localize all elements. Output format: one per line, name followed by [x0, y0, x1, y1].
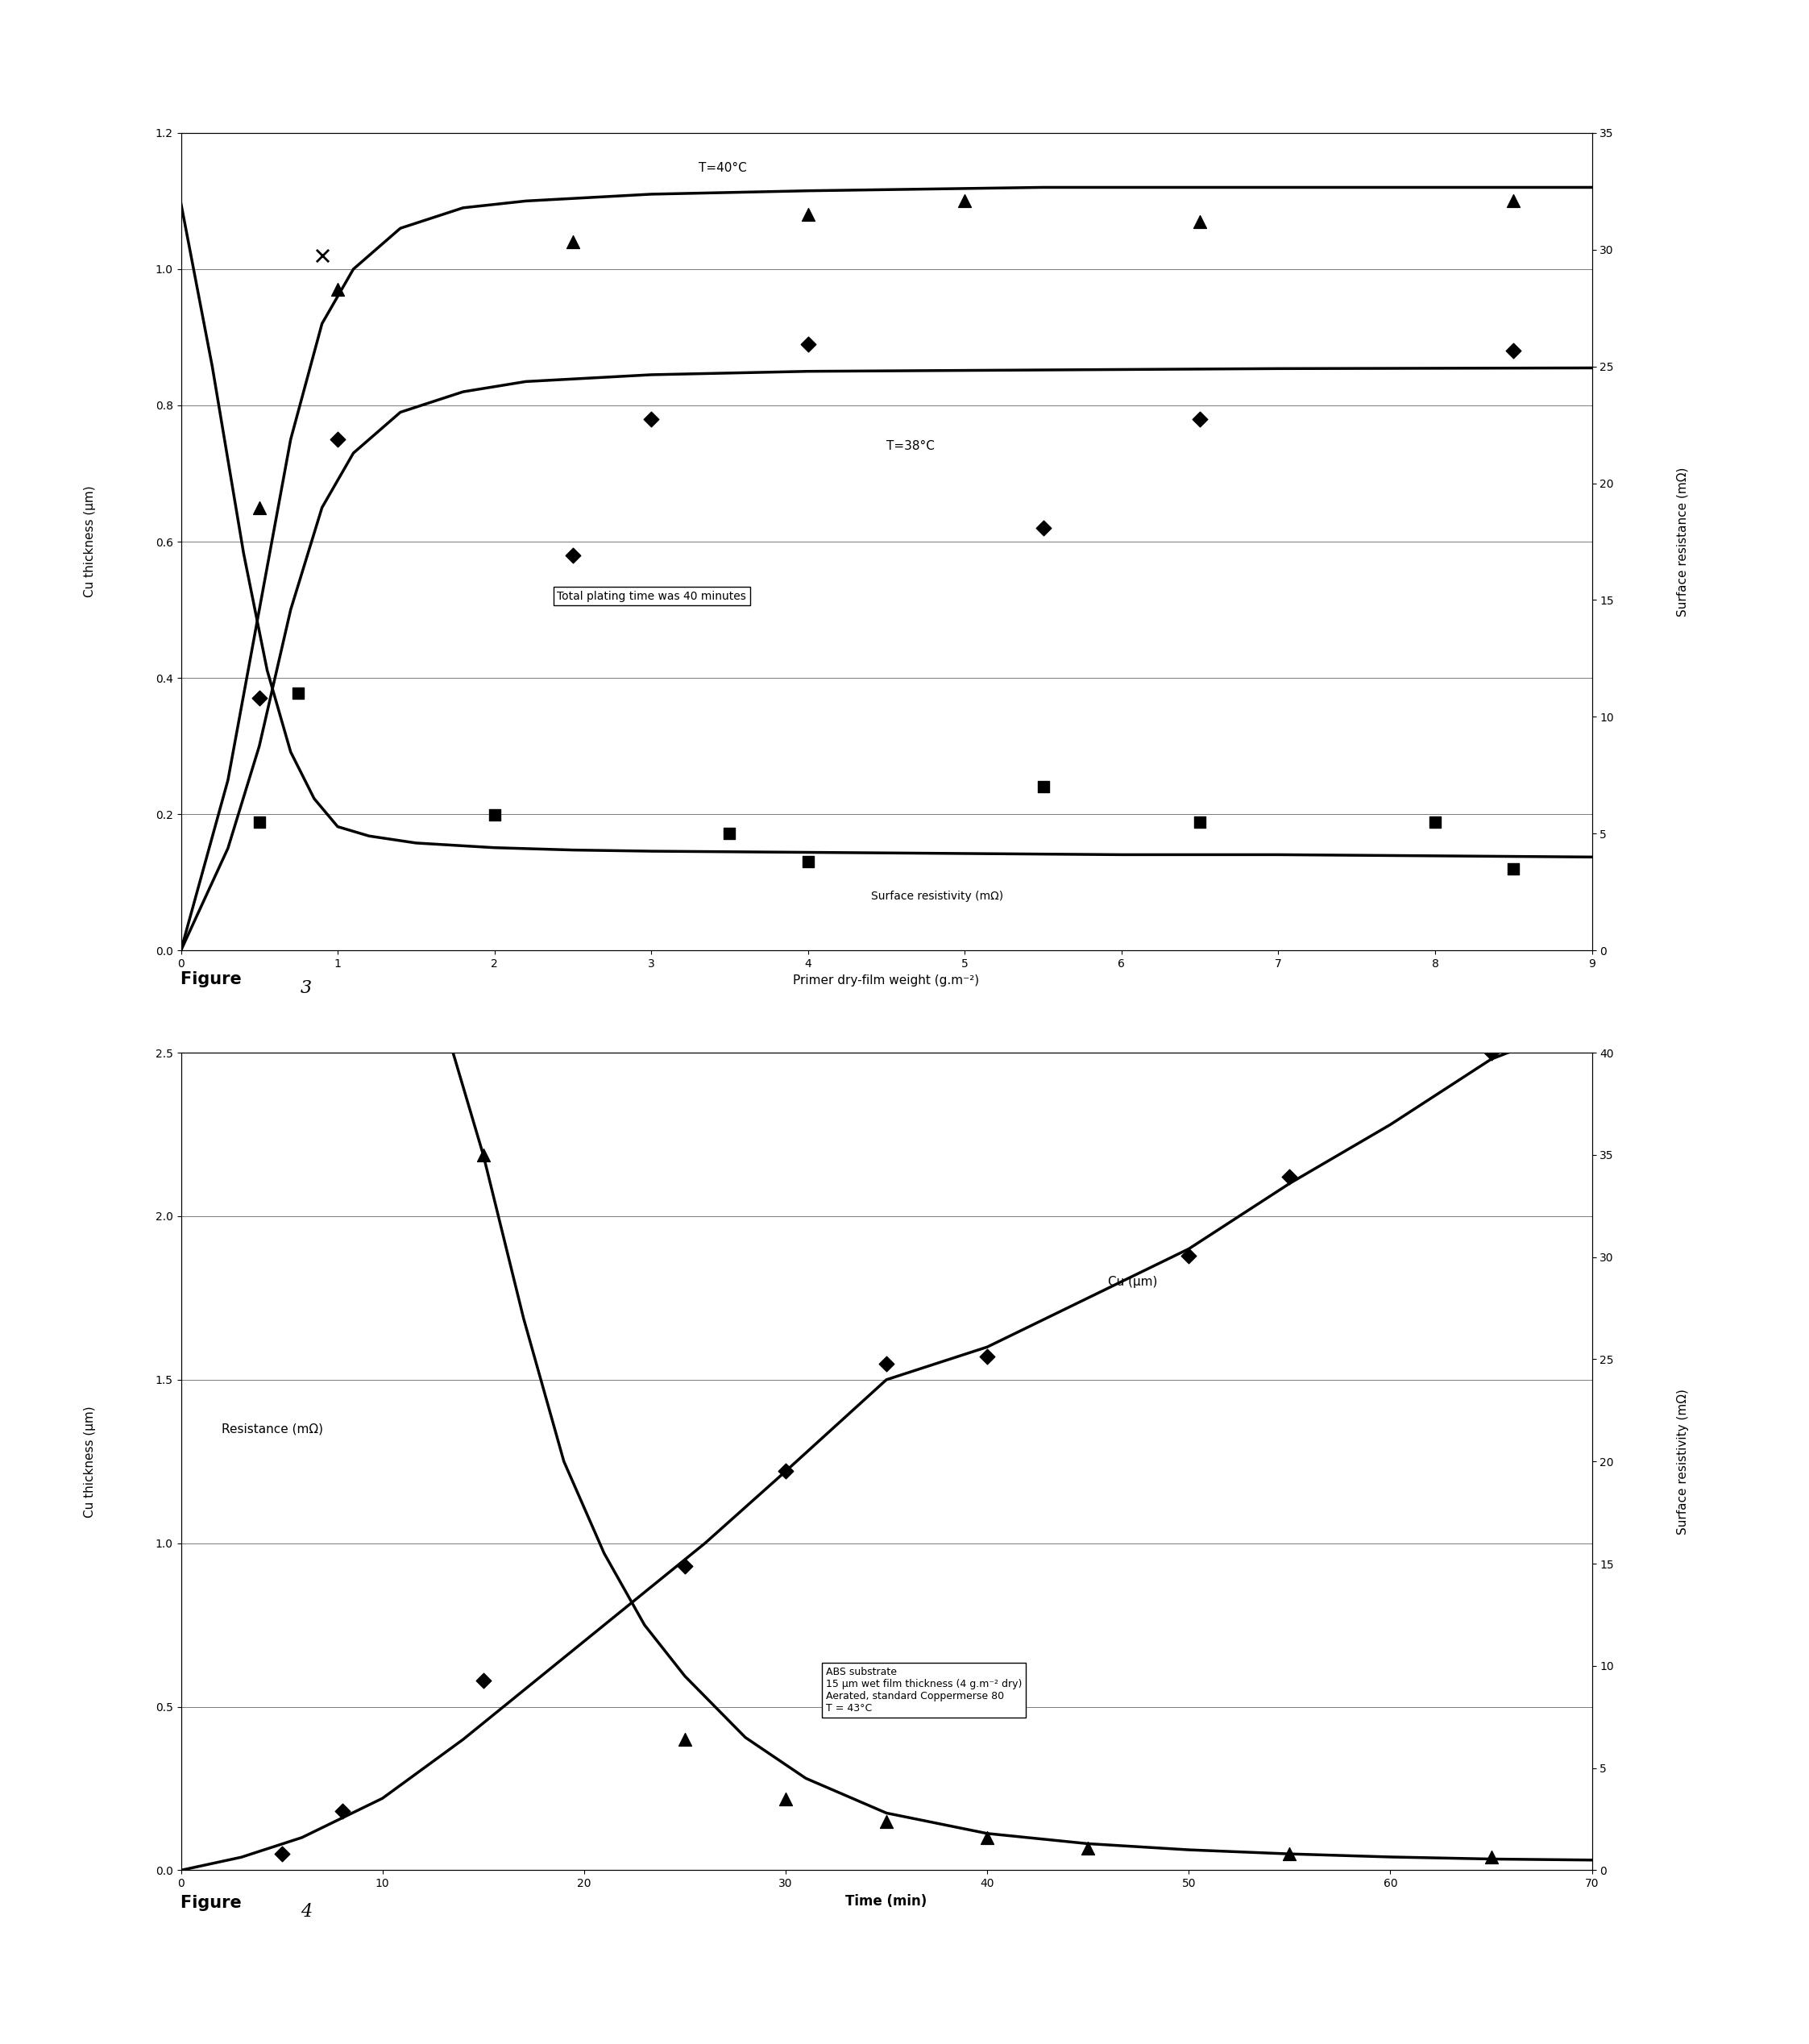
- Point: [637, 403, 666, 435]
- Point: [671, 1723, 700, 1756]
- Point: [1500, 852, 1529, 885]
- Y-axis label: Surface resistivity (mΩ): Surface resistivity (mΩ): [1677, 1388, 1688, 1535]
- Point: [479, 799, 508, 832]
- Point: [1185, 805, 1214, 838]
- Point: [872, 1347, 901, 1380]
- Point: [1500, 184, 1529, 217]
- Point: [268, 1838, 297, 1870]
- Point: [244, 491, 273, 523]
- X-axis label: Primer dry-film weight (g.m⁻²): Primer dry-film weight (g.m⁻²): [794, 975, 979, 985]
- Point: [771, 1782, 800, 1815]
- Text: 3: 3: [300, 979, 311, 997]
- Point: [559, 225, 588, 258]
- Point: [469, 1139, 497, 1171]
- Point: [1500, 335, 1529, 368]
- Point: [324, 423, 353, 456]
- Point: [671, 1549, 700, 1582]
- Text: T=40°C: T=40°C: [698, 161, 747, 174]
- Text: T=38°C: T=38°C: [886, 439, 935, 452]
- Y-axis label: Cu thickness (μm): Cu thickness (μm): [85, 486, 96, 597]
- Text: ABS substrate
15 μm wet film thickness (4 g.m⁻² dry)
Aerated, standard Coppermer: ABS substrate 15 μm wet film thickness (…: [827, 1668, 1022, 1713]
- Point: [1029, 771, 1058, 803]
- Point: [1275, 1161, 1304, 1194]
- Point: [327, 1795, 356, 1827]
- Point: [559, 540, 588, 572]
- Point: [1476, 1842, 1505, 1872]
- Y-axis label: Surface resistance (mΩ): Surface resistance (mΩ): [1677, 466, 1688, 617]
- Text: Resistance (mΩ): Resistance (mΩ): [221, 1423, 322, 1435]
- Text: Surface resistivity (mΩ): Surface resistivity (mΩ): [870, 891, 1002, 901]
- Point: [1174, 1239, 1203, 1271]
- Point: [794, 327, 823, 360]
- Point: [1029, 511, 1058, 544]
- Point: [1073, 1831, 1102, 1864]
- Text: Total plating time was 40 minutes: Total plating time was 40 minutes: [557, 591, 747, 601]
- Text: 4: 4: [300, 1903, 311, 1921]
- Point: [950, 184, 979, 217]
- Point: [1476, 1036, 1505, 1069]
- Y-axis label: Cu thickness (μm): Cu thickness (μm): [85, 1406, 96, 1517]
- Point: [973, 1821, 1002, 1854]
- Point: [771, 1455, 800, 1488]
- Text: Figure: Figure: [181, 1895, 248, 1911]
- Point: [1185, 403, 1214, 435]
- Point: [872, 1805, 901, 1838]
- Point: [715, 818, 743, 850]
- Point: [1420, 805, 1449, 838]
- X-axis label: Time (min): Time (min): [845, 1895, 928, 1909]
- Point: [324, 274, 353, 307]
- Point: [244, 805, 273, 838]
- Point: [1185, 204, 1214, 237]
- Point: [973, 1341, 1002, 1374]
- Point: [308, 239, 336, 272]
- Point: [1275, 1838, 1304, 1870]
- Point: [244, 683, 273, 715]
- Text: Cu (μm): Cu (μm): [1109, 1275, 1158, 1288]
- Point: [469, 1664, 497, 1697]
- Point: [284, 677, 313, 709]
- Text: Figure: Figure: [181, 971, 248, 987]
- Point: [794, 846, 823, 879]
- Point: [794, 198, 823, 231]
